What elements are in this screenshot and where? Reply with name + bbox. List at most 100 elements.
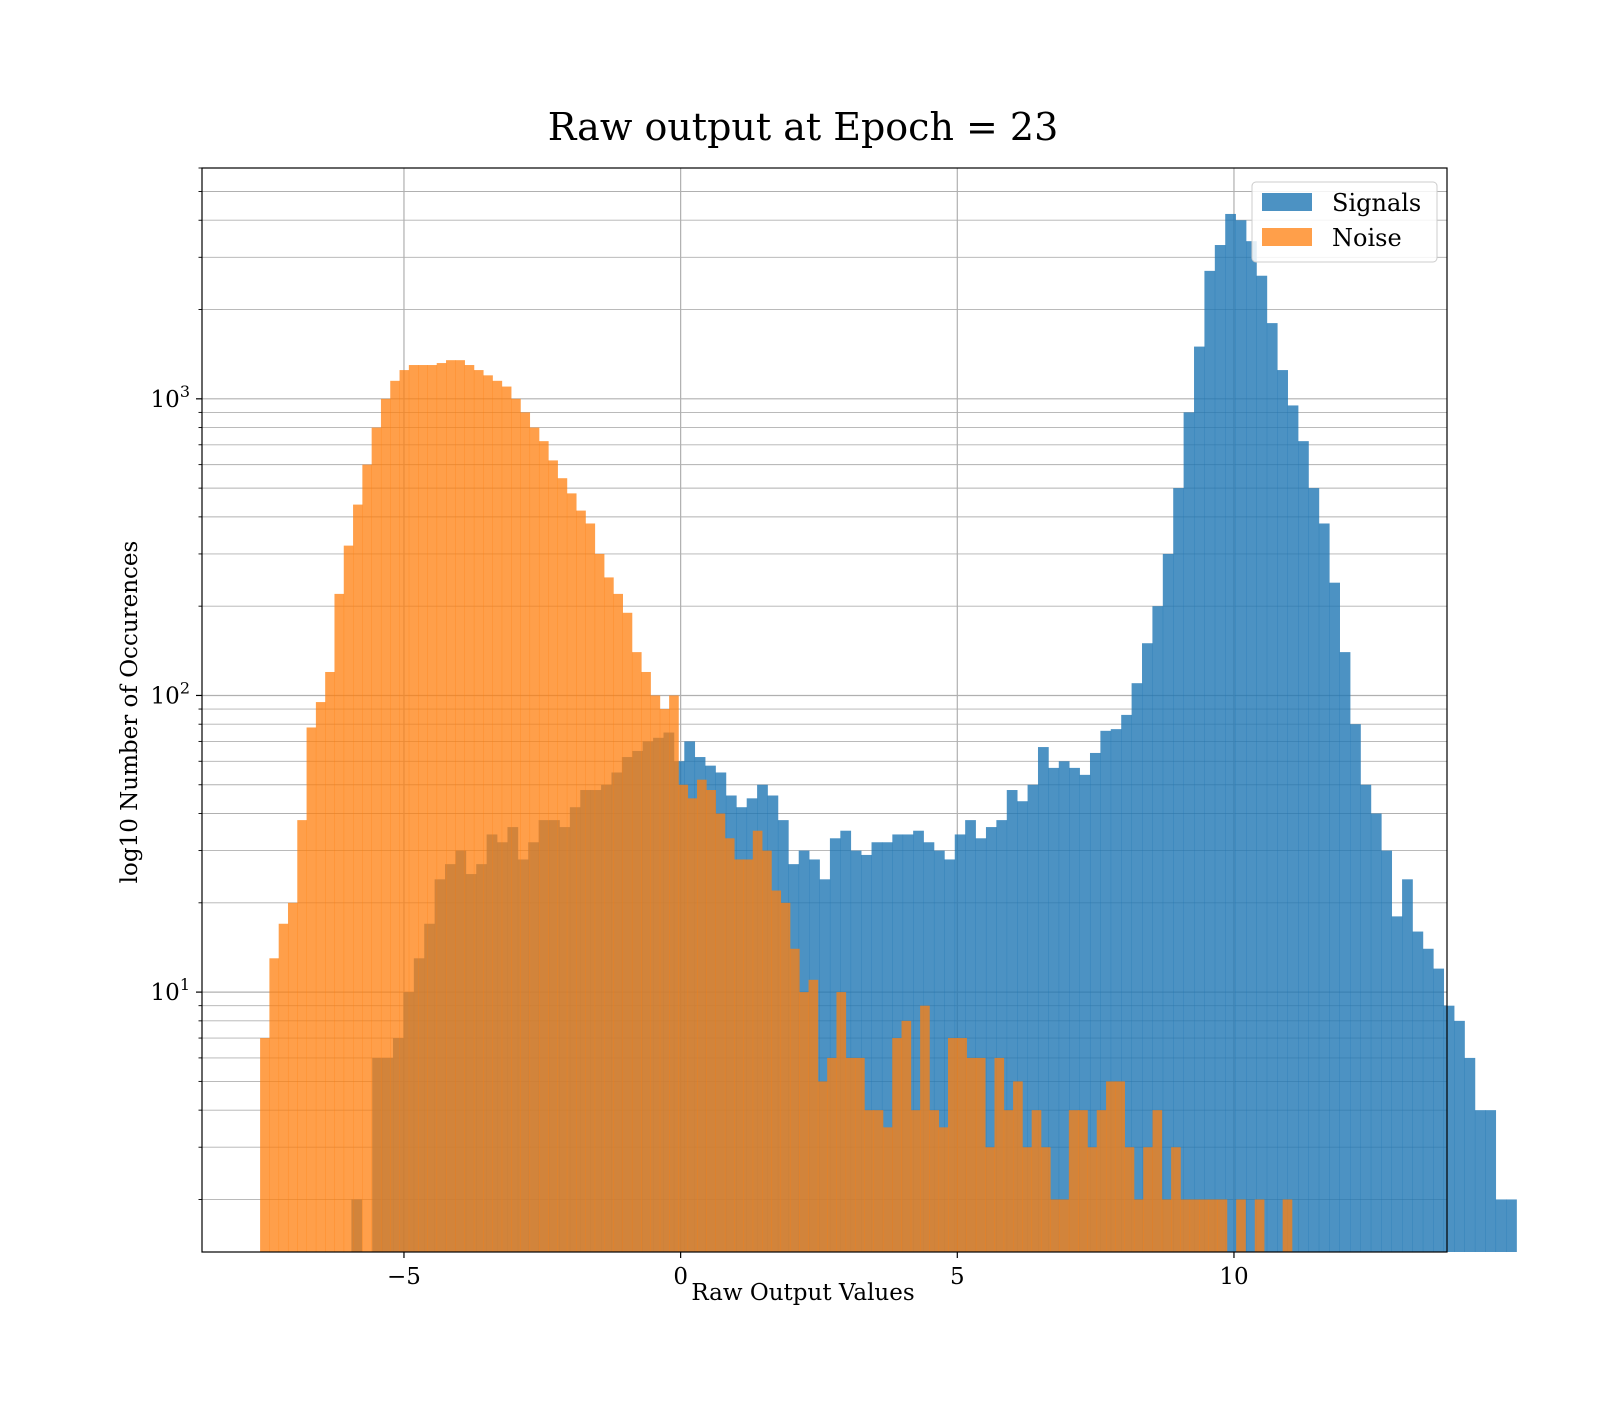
bar-noise — [1161, 1199, 1172, 1252]
bar-noise — [529, 427, 540, 1253]
bar-signals — [1381, 850, 1393, 1252]
bar-signals — [1464, 1057, 1476, 1252]
bar-noise — [715, 813, 726, 1252]
bar-noise — [771, 890, 782, 1252]
bar-noise — [520, 412, 531, 1252]
bar-signals — [1183, 412, 1195, 1252]
bar-noise — [501, 386, 512, 1252]
bar-signals — [1110, 729, 1122, 1252]
bar-signals — [1194, 346, 1205, 1253]
bar-noise — [473, 370, 484, 1253]
bar-noise — [752, 830, 763, 1252]
bar-noise — [315, 702, 326, 1252]
bar-signals — [1142, 643, 1153, 1252]
bar-signals — [1256, 275, 1268, 1253]
bar-signals — [1308, 488, 1320, 1252]
bar-noise — [371, 427, 382, 1253]
bar-signals — [1277, 370, 1288, 1253]
bar-noise — [762, 850, 772, 1252]
bar-signals — [1017, 801, 1028, 1252]
bar-noise — [929, 1110, 940, 1252]
bar-signals — [819, 879, 831, 1252]
bar-noise — [427, 365, 438, 1252]
bar-noise — [306, 727, 317, 1252]
bar-noise — [1254, 1199, 1265, 1252]
bar-noise — [706, 790, 716, 1252]
bar-signals — [861, 854, 872, 1252]
plot-frame — [201, 167, 1448, 1253]
bar-signals — [1006, 790, 1018, 1252]
bar-noise — [957, 1038, 967, 1252]
bar-noise — [399, 370, 410, 1253]
bar-noise — [892, 1038, 902, 1252]
bar-noise — [1068, 1110, 1079, 1252]
bar-signals — [881, 842, 893, 1252]
bar-noise — [446, 360, 456, 1252]
bar-noise — [985, 1147, 995, 1252]
x-tick-label: −5 — [387, 1264, 421, 1290]
bar-noise — [1217, 1199, 1228, 1252]
bar-signals — [1443, 1005, 1455, 1252]
bar-noise — [1078, 1110, 1088, 1252]
bar-noise — [362, 464, 373, 1252]
bar-noise — [566, 493, 577, 1252]
bar-noise — [604, 577, 614, 1252]
bar-noise — [901, 1020, 912, 1252]
bar-noise — [353, 504, 363, 1253]
bar-noise — [1050, 1199, 1060, 1252]
bar-noise — [343, 545, 354, 1252]
bar-signals — [1454, 1020, 1465, 1252]
bar-signals — [1152, 606, 1164, 1252]
x-axis-label: Raw Output Values — [691, 1280, 914, 1306]
bar-signals — [1402, 879, 1413, 1252]
bar-noise — [882, 1127, 893, 1252]
bar-noise — [827, 1057, 837, 1252]
bar-noise — [724, 838, 735, 1252]
bar-noise — [1143, 1147, 1153, 1252]
bar-noise — [1124, 1147, 1135, 1252]
bar-noise — [464, 365, 475, 1252]
bar-noise — [1031, 1110, 1042, 1252]
bar-noise — [548, 460, 558, 1252]
bar-noise — [1096, 1110, 1107, 1252]
bar-signals — [975, 838, 987, 1252]
bar-noise — [538, 441, 549, 1252]
bar-noise — [1115, 1081, 1125, 1252]
bar-noise — [650, 695, 661, 1252]
bar-signals — [933, 850, 945, 1252]
bar-noise — [1022, 1147, 1033, 1252]
bar-noise — [1180, 1199, 1191, 1252]
bar-signals — [1235, 220, 1247, 1253]
bar-noise — [622, 612, 633, 1252]
bar-signals — [1474, 1110, 1486, 1252]
bar-signals — [1048, 767, 1060, 1252]
bar-signals — [1100, 730, 1112, 1252]
bar-noise — [1189, 1199, 1200, 1252]
legend-swatch-signals — [1262, 193, 1312, 211]
bar-noise — [975, 1057, 986, 1252]
bar-signals — [1433, 968, 1445, 1252]
bar-noise — [1171, 1147, 1181, 1252]
bars — [260, 213, 1517, 1253]
series-noise — [260, 360, 1293, 1253]
bar-noise — [938, 1127, 949, 1252]
bar-noise — [260, 1038, 270, 1252]
bar-noise — [269, 958, 280, 1252]
bar-noise — [1133, 1199, 1144, 1252]
bar-noise — [492, 380, 503, 1252]
bar-noise — [920, 1005, 930, 1252]
bar-signals — [1370, 813, 1382, 1252]
bar-signals — [1412, 931, 1424, 1252]
bar-noise — [557, 478, 568, 1253]
legend: Signals Noise — [1251, 181, 1438, 263]
bar-noise — [613, 593, 623, 1252]
bar-noise — [836, 992, 847, 1252]
bar-noise — [799, 992, 809, 1252]
bar-noise — [287, 902, 298, 1252]
bar-signals — [1027, 784, 1039, 1252]
bar-noise — [659, 709, 670, 1252]
bar-signals — [1298, 441, 1309, 1252]
bar-signals — [1339, 652, 1351, 1252]
bar-noise — [845, 1057, 856, 1252]
